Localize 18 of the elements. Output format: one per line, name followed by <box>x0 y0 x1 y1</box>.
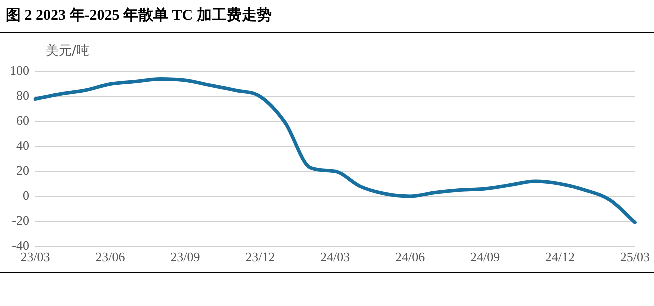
line-series <box>34 78 637 224</box>
y-axis-title: 美元/吨 <box>46 43 90 60</box>
x-tick-label: 23/09 <box>170 250 200 265</box>
x-tick-label: 23/12 <box>246 250 276 265</box>
y-tick-label: 80 <box>16 88 30 104</box>
y-tick-label: 20 <box>16 162 30 178</box>
y-tick-label: -20 <box>12 212 30 228</box>
y-tick-label: 60 <box>16 113 30 128</box>
x-tick-label: 24/06 <box>395 250 426 265</box>
y-tick-label: 100 <box>10 63 30 78</box>
y-tick-label: 40 <box>16 138 30 154</box>
chart-title: 图 2 2023 年-2025 年散单 TC 加工费走势 <box>6 6 272 25</box>
x-tick-label: 25/03 <box>620 250 650 265</box>
x-tick-label: 24/03 <box>320 250 350 265</box>
x-tick-label: 23/06 <box>96 250 126 265</box>
x-tick-label: 24/12 <box>545 250 576 265</box>
x-tick-label: 24/09 <box>470 250 500 265</box>
y-tick-label: 0 <box>23 188 30 203</box>
